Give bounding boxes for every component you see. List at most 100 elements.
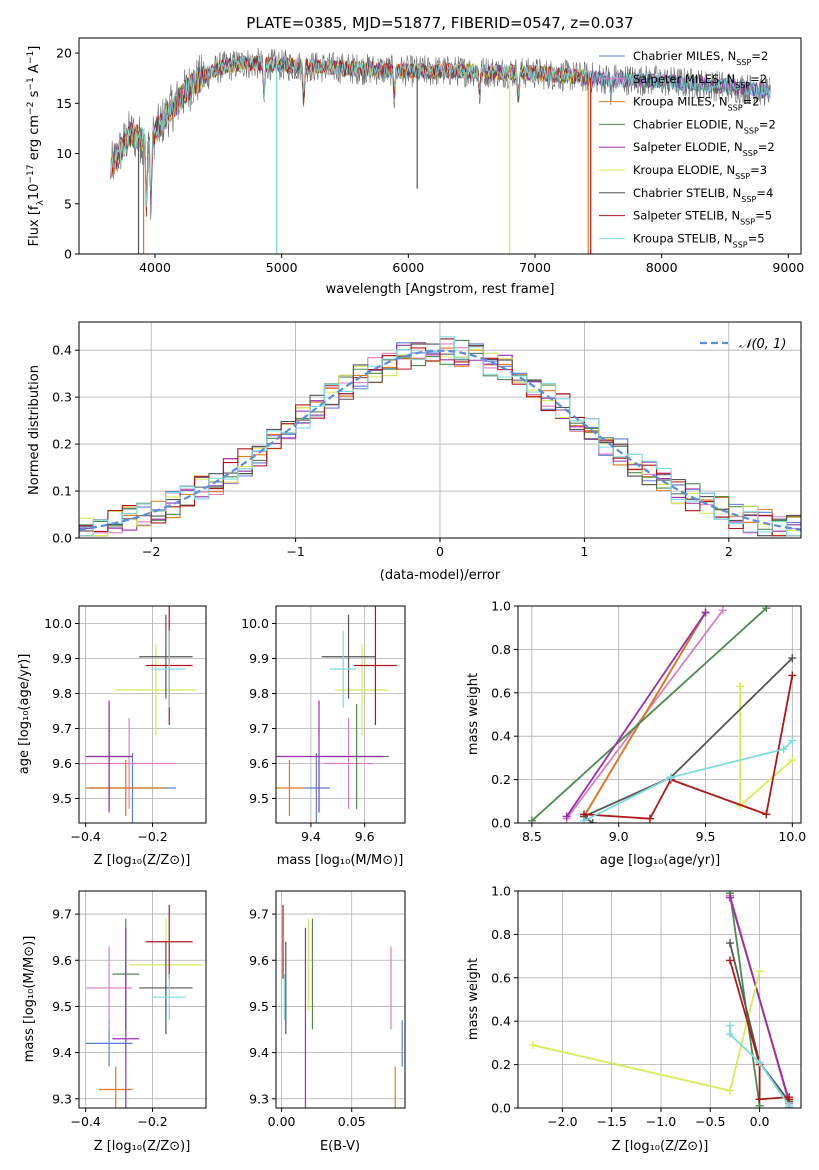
- x-tick-label: 7000: [519, 260, 551, 275]
- errorbar-point: [85, 946, 133, 1030]
- label-part: Kroupa ELODIE, N: [633, 163, 735, 177]
- residuals-x-label: (data-model)/error: [380, 568, 501, 583]
- weight-marker: [588, 819, 597, 823]
- label-part: Chabrier MILES, N: [633, 49, 736, 63]
- label-part: −1: [26, 77, 36, 90]
- errorbar-point: [85, 700, 133, 813]
- weight-marker: [755, 1095, 764, 1104]
- y-tick-label: 9.8: [249, 686, 269, 701]
- x-tick-label: 0: [436, 544, 444, 559]
- spectrum-y-label: Flux [fλ10−17 erg cm−2 s−1 A−1]: [26, 46, 46, 247]
- x-tick-label: 9.5: [696, 829, 716, 844]
- errorbar-point: [115, 644, 196, 736]
- legend-entry: Chabrier MILES, NSSP=2: [633, 49, 768, 67]
- y-tick-label: 0.0: [491, 816, 511, 831]
- y-tick-label: 0.8: [491, 642, 511, 657]
- errorbar-point: [152, 630, 186, 708]
- weight-series-line: [532, 971, 761, 1092]
- weight-marker: [785, 1101, 794, 1108]
- errorbar-point: [276, 700, 384, 813]
- y-tick-label: 9.9: [249, 651, 269, 666]
- errorbars-age_vs_mass: [276, 606, 397, 823]
- x-tick-label: 9.0: [609, 829, 629, 844]
- y-tick-label: 9.9: [52, 651, 72, 666]
- errorbars-mass_vs_Z: [85, 904, 203, 1108]
- y-tick-label: 9.7: [249, 721, 269, 736]
- axes-frame-weight_vs_age: [517, 605, 802, 824]
- label-part: λ: [36, 200, 46, 206]
- weight-marker: [726, 893, 735, 902]
- label-part: =2: [751, 49, 768, 63]
- legend-entry: Salpeter ELODIE, NSSP=2: [633, 140, 775, 158]
- figure-title: PLATE=0385, MJD=51877, FIBERID=0547, z=0…: [246, 14, 633, 32]
- weight-marker: [718, 606, 727, 615]
- x-tick-label: −0.5: [695, 1114, 725, 1129]
- label-part: =5: [755, 209, 772, 223]
- y-tick-label: 9.6: [249, 756, 269, 771]
- axes-frame-mass_vs_Z: [78, 890, 207, 1109]
- weight-marker: [779, 745, 788, 754]
- x-axis-label-age_vs_Z: Z [log₁₀(Z/Z⊙)]: [94, 853, 191, 868]
- weight-series-line: [739, 686, 793, 808]
- label-part: SSP: [740, 217, 755, 226]
- y-tick-label: 15: [56, 96, 72, 111]
- label-part: 10: [27, 184, 42, 201]
- errorbar-point: [329, 630, 357, 708]
- x-tick-label: 6000: [392, 260, 424, 275]
- y-tick-label: 20: [56, 46, 72, 61]
- weight-series-line: [729, 1025, 790, 1107]
- weight-marker: [755, 1058, 764, 1067]
- errorbar-point: [324, 718, 373, 809]
- y-tick-label: 10: [56, 146, 72, 161]
- y-axis-label-weight_vs_age: mass weight: [466, 673, 481, 755]
- histogram-steps: [79, 336, 801, 538]
- label-part: =2: [750, 72, 767, 86]
- weight-series-line: [583, 612, 707, 817]
- grid-age_vs_Z: [79, 606, 206, 823]
- legend-entry: Salpeter MILES, NSSP=2: [633, 72, 767, 90]
- model-spectrum-line: [110, 55, 771, 208]
- weight-marker: [579, 816, 588, 823]
- label-part: −1: [26, 51, 36, 64]
- y-tick-label: 1.0: [491, 599, 511, 614]
- y-tick-label: 9.5: [249, 999, 269, 1014]
- x-tick-label: 2: [725, 544, 733, 559]
- x-tick-label: −0.2: [137, 1114, 167, 1129]
- x-axis-label-weight_vs_Z: Z [log₁₀(Z/Z⊙)]: [612, 1139, 709, 1154]
- x-tick-label: 4000: [139, 260, 171, 275]
- x-tick-label: 1: [580, 544, 588, 559]
- residuals-y-label: Normed distribution: [27, 365, 42, 495]
- label-part: =2: [743, 95, 760, 109]
- weight-series-line: [565, 612, 707, 817]
- y-tick-label: 0.6: [491, 685, 511, 700]
- label-part: Chabrier STELIB, N: [633, 186, 741, 200]
- y-tick-label: 9.5: [249, 791, 269, 806]
- label-part: −2: [26, 102, 36, 115]
- label-part: =4: [756, 186, 773, 200]
- y-tick-label: 9.6: [52, 756, 72, 771]
- y-tick-label: 9.5: [52, 791, 72, 806]
- weight-marker: [755, 967, 764, 976]
- y-tick-label: 9.3: [52, 1091, 72, 1106]
- label-part: =2: [759, 117, 776, 131]
- label-part: Flux [f: [27, 205, 42, 246]
- label-part: SSP: [728, 103, 743, 112]
- y-tick-label: 9.7: [52, 721, 72, 736]
- x-tick-label: −0.4: [71, 829, 101, 844]
- errorbar-point: [139, 614, 193, 699]
- y-tick-label: 9.5: [52, 999, 72, 1014]
- weight-marker: [528, 1041, 537, 1050]
- label-part: SSP: [735, 172, 750, 181]
- axes-mass_vs_Z: −0.4 −0.2 9.3 9.4 9.5 9.6 9.7 Z [log₁₀(Z/Z⊙)] ma…: [22, 890, 207, 1154]
- y-tick-label: 9.6: [52, 953, 72, 968]
- label-part: SSP: [741, 194, 756, 203]
- axes-frame-mass_vs_ebv: [275, 890, 406, 1109]
- legend-entry: Chabrier ELODIE, NSSP=2: [633, 117, 776, 135]
- label-part: Salpeter MILES, N: [633, 72, 735, 86]
- label-part: SSP: [733, 240, 748, 249]
- errorbar-point: [335, 644, 389, 736]
- axes-mass_vs_ebv: 0.00 0.05 9.3 9.4 9.5 9.6 9.7 E(B-V): [249, 890, 406, 1154]
- label-part: =5: [748, 231, 765, 245]
